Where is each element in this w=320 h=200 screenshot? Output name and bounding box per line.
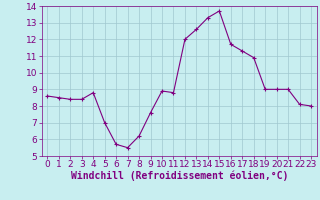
X-axis label: Windchill (Refroidissement éolien,°C): Windchill (Refroidissement éolien,°C)	[70, 171, 288, 181]
